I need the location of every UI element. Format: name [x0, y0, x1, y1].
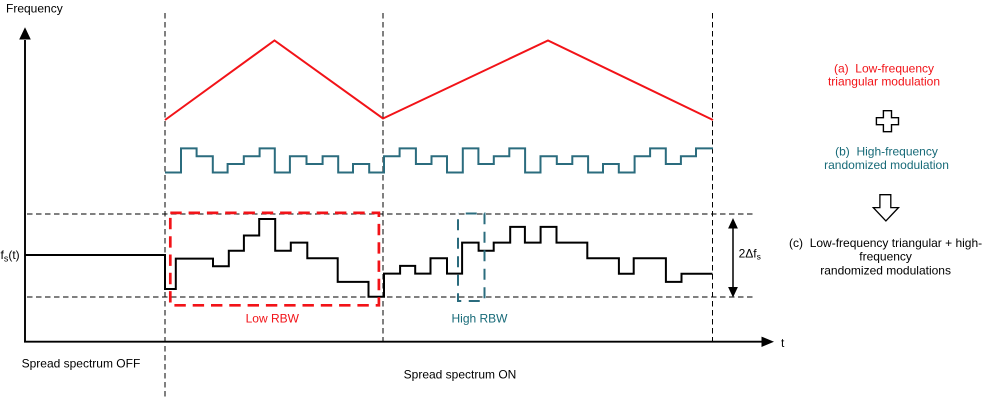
svg-text:randomized modulations: randomized modulations	[820, 264, 951, 278]
svg-text:(a) Low-frequency: (a) Low-frequency	[834, 61, 934, 75]
svg-text:(c) Low-frequency triangular: (c) Low-frequency triangular + high-	[789, 236, 982, 250]
svg-text:Low RBW: Low RBW	[246, 312, 300, 326]
svg-text:High RBW: High RBW	[451, 312, 508, 326]
svg-text:fs(t): fs(t)	[1, 248, 20, 264]
svg-text:Frequency: Frequency	[6, 2, 63, 16]
svg-text:frequency: frequency	[859, 249, 912, 263]
svg-text:randomized modulation: randomized modulation	[824, 158, 949, 172]
svg-text:(b) High-frequency: (b) High-frequency	[835, 145, 938, 159]
svg-text:Spread spectrum OFF: Spread spectrum OFF	[22, 357, 141, 371]
svg-text:2Δfs: 2Δfs	[739, 246, 761, 261]
svg-text:t: t	[781, 336, 785, 350]
svg-text:triangular modulation: triangular modulation	[828, 75, 940, 89]
svg-text:Spread spectrum ON: Spread spectrum ON	[404, 368, 517, 382]
